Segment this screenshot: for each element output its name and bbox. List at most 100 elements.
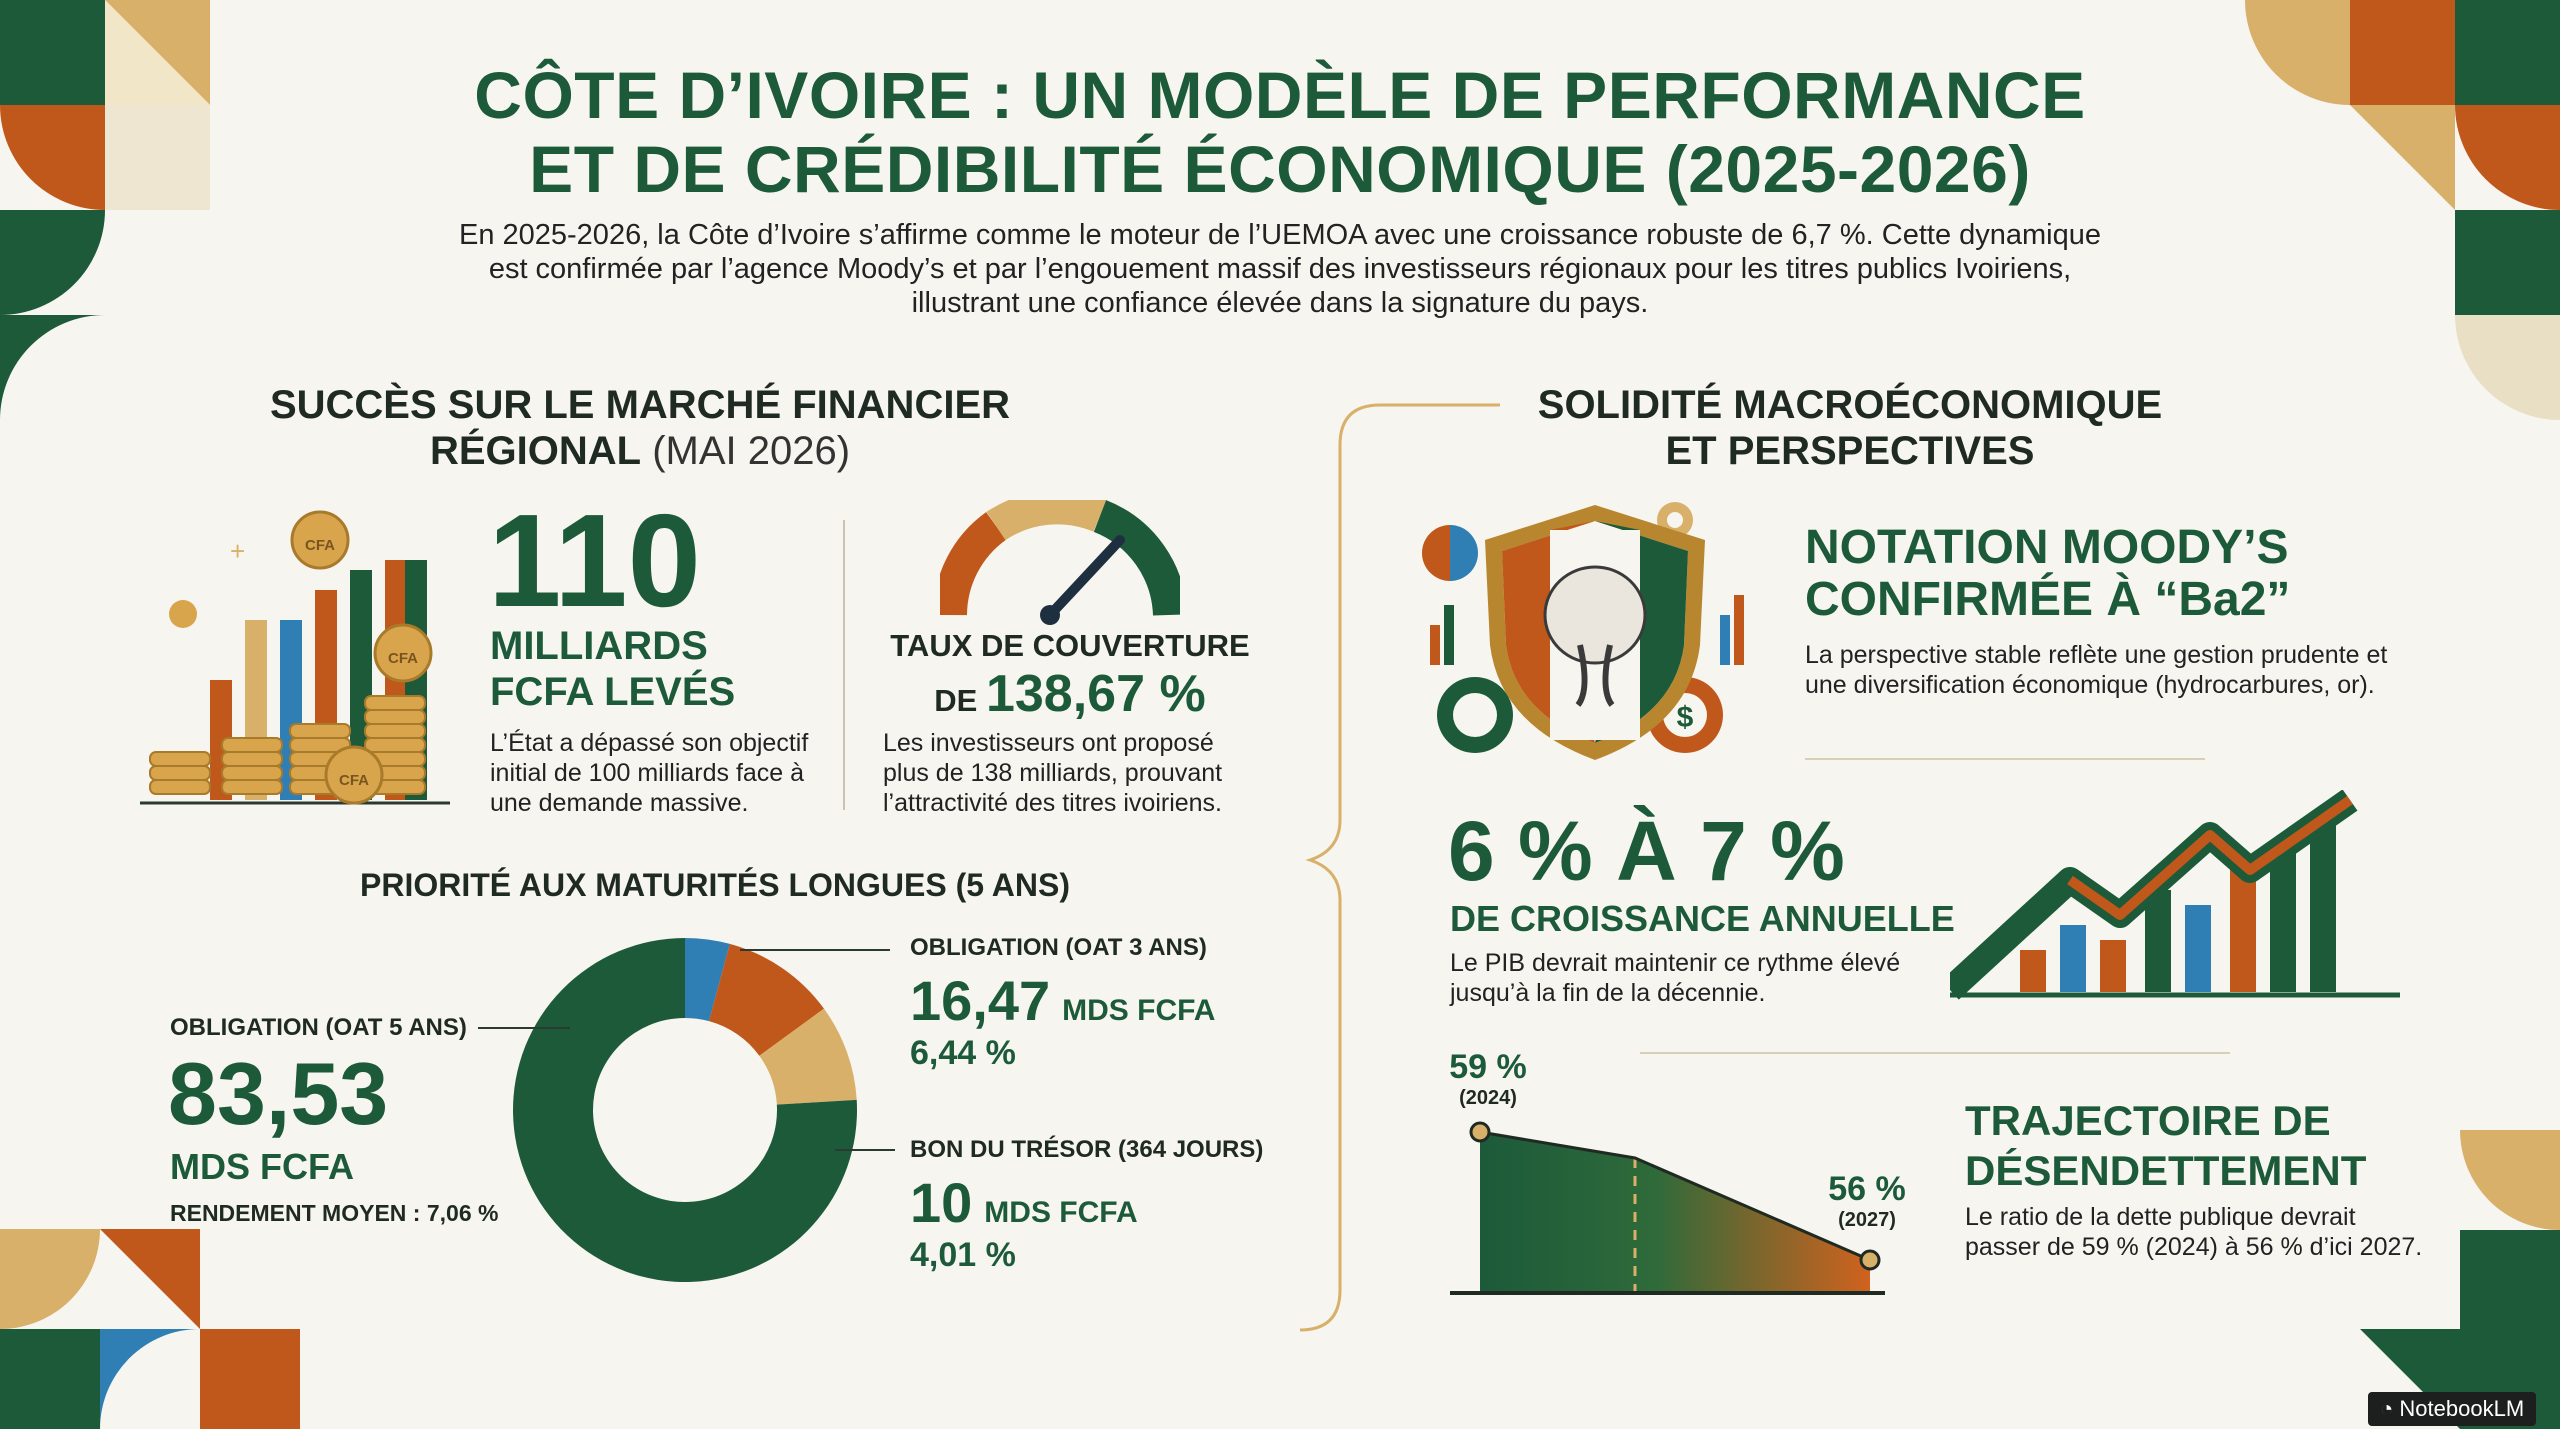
coverage-prefix: DE (934, 683, 986, 718)
right-section-heading: SOLIDITÉ MACROÉCONOMIQUE ET PERSPECTIVES (1450, 382, 2250, 474)
donut-slice-oat3-accent (685, 938, 730, 1022)
page-title: CÔTE D’IVOIRE : UN MODÈLE DE PERFORMANCE… (280, 58, 2280, 206)
debt-description: Le ratio de la dette publique devrait pa… (1965, 1202, 2445, 1262)
left-heading-line-1: SUCCÈS SUR LE MARCHÉ FINANCIER (269, 383, 1011, 427)
notebooklm-badge[interactable]: ◔ NotebookLM (2368, 1392, 2537, 1426)
intro-line-1: En 2025-2026, la Côte d’Ivoire s’affirme… (458, 219, 2102, 251)
notebooklm-icon: ◔ (2380, 1396, 2400, 1421)
oat3-label: OBLIGATION (OAT 3 ANS) (910, 934, 1207, 961)
corner-decoration-top-left (0, 0, 210, 420)
coverage-desc-line-3: l’attractivité des titres ivoiriens. (883, 789, 1223, 817)
bond364-value: 10 (910, 1171, 973, 1234)
title-line-1: CÔTE D’IVOIRE : UN MODÈLE DE PERFORMANCE (474, 58, 2086, 132)
debt-desc-line-1: Le ratio de la dette publique devrait (1965, 1203, 2356, 1231)
donut-slice-oat3 (708, 943, 824, 1056)
section-bracket-divider (1300, 403, 1500, 1332)
coverage-value-line: DE 138,67 % (870, 664, 1270, 724)
growth-description: Le PIB devrait maintenir ce rythme élevé… (1450, 948, 1930, 1008)
coin-label: CFA (388, 650, 418, 667)
intro-text: En 2025-2026, la Côte d’Ivoire s’affirme… (380, 218, 2180, 320)
maturity-donut-chart (513, 938, 857, 1282)
oat5-yield: RENDEMENT MOYEN : 7,06 % (170, 1200, 499, 1226)
right-heading-line-1: SOLIDITÉ MACROÉCONOMIQUE (1537, 383, 2163, 427)
coins-bars-illustration: + CFA CFA (140, 510, 450, 805)
raised-desc-line-3: une demande massive. (490, 789, 749, 817)
raised-label-line-2: FCFA LEVÉS (490, 670, 736, 714)
rating-desc-line-1: La perspective stable reflète une gestio… (1805, 641, 2388, 669)
left-section-heading: SUCCÈS SUR LE MARCHÉ FINANCIER RÉGIONAL … (190, 382, 1090, 474)
corner-decoration-bottom-left (0, 1229, 300, 1429)
maturity-heading: PRIORITÉ AUX MATURITÉS LONGUES (5 ANS) (360, 867, 1070, 903)
debt-title-line-1: TRAJECTOIRE DE (1965, 1097, 2331, 1144)
raised-label: MILLIARDS FCFA LEVÉS (490, 623, 735, 715)
corner-decoration-bottom-right (2360, 1130, 2560, 1429)
bond364-label: BON DU TRÉSOR (364 JOURS) (910, 1136, 1264, 1163)
raised-desc-line-2: initial de 100 milliards face à (490, 759, 805, 787)
coin-label: CFA (339, 772, 369, 789)
coin-label: CFA (305, 537, 335, 554)
raised-desc-line-1: L’État a dépassé son objectif (490, 729, 809, 757)
cfa-coin-2: CFA (373, 623, 433, 683)
left-heading-light: (MAI 2026) (641, 429, 851, 473)
intro-line-2: est confirmée par l’agence Moody’s et pa… (488, 253, 2072, 285)
svg-text:+: + (230, 536, 245, 566)
corner-decoration-top-right (2245, 0, 2560, 420)
raised-description: L’État a dépassé son objectif initial de… (490, 728, 830, 818)
debt-end-year: (2027) (1838, 1209, 1896, 1231)
bond364-value-line: 10 MDS FCFA (910, 1170, 1138, 1235)
title-line-2: ET DE CRÉDIBILITÉ ÉCONOMIQUE (2025-2026) (529, 132, 2031, 206)
oat5-unit: MDS FCFA (170, 1146, 354, 1187)
rating-description: La perspective stable reflète une gestio… (1805, 640, 2505, 700)
cfa-coin-1: CFA (290, 510, 350, 570)
debt-title: TRAJECTOIRE DE DÉSENDETTEMENT (1965, 1096, 2366, 1196)
debt-start-year: (2024) (1459, 1087, 1517, 1109)
left-divider (843, 520, 845, 810)
right-heading-line-2: ET PERSPECTIVES (1665, 429, 2035, 473)
coverage-label: TAUX DE COUVERTURE DE 138,67 % (870, 628, 1270, 724)
debt-trajectory-chart (1450, 1121, 1885, 1295)
rating-title-line-1: NOTATION MOODY’S (1805, 521, 2289, 574)
debt-end-value: 56 % (1828, 1170, 1906, 1208)
debt-end: 56 % (2027) (1817, 1170, 1917, 1232)
intro-line-3: illustrant une confiance élevée dans la … (911, 287, 1649, 319)
oat3-value-line: 16,47 MDS FCFA (910, 968, 1215, 1033)
coverage-value: 138,67 % (985, 665, 1206, 723)
raised-value: 110 (488, 487, 701, 634)
donut-slice-bond364 (759, 1008, 857, 1105)
oat3-unit: MDS FCFA (1062, 994, 1216, 1027)
growth-rule (1640, 1052, 2230, 1054)
svg-text:$: $ (1677, 701, 1694, 734)
coverage-description: Les investisseurs ont proposé plus de 13… (883, 728, 1283, 818)
rating-title-line-2: CONFIRMÉE À “Ba2” (1805, 573, 2291, 626)
debt-start: 59 % (2024) (1448, 1048, 1528, 1110)
shield-elephant-icon: $ (1422, 502, 1744, 760)
coverage-label-line-1: TAUX DE COUVERTURE (890, 628, 1250, 663)
raised-label-line-1: MILLIARDS (490, 624, 708, 668)
bond364-rate: 4,01 % (910, 1236, 1016, 1274)
growth-value: 6 % À 7 % (1448, 804, 1845, 898)
oat5-value: 83,53 (168, 1044, 389, 1143)
donut-slice-oat5 (513, 938, 857, 1282)
notebooklm-brand: NotebookLM (2399, 1396, 2525, 1421)
left-heading-bold: RÉGIONAL (429, 429, 642, 473)
growth-desc-line-2: jusqu’à la fin de la décennie. (1450, 979, 1766, 1007)
growth-desc-line-1: Le PIB devrait maintenir ce rythme élevé (1450, 949, 1901, 977)
rating-title: NOTATION MOODY’S CONFIRMÉE À “Ba2” (1805, 522, 2290, 626)
cfa-coin-3: CFA (324, 745, 384, 805)
debt-desc-line-2: passer de 59 % (2024) à 56 % d’ici 2027. (1965, 1233, 2423, 1261)
gauge-icon (940, 500, 1180, 625)
oat3-rate: 6,44 % (910, 1034, 1016, 1072)
bond364-unit: MDS FCFA (984, 1196, 1138, 1229)
debt-start-value: 59 % (1449, 1048, 1527, 1086)
oat3-value: 16,47 (910, 969, 1051, 1032)
coverage-desc-line-2: plus de 138 milliards, prouvant (883, 759, 1223, 787)
oat5-label: OBLIGATION (OAT 5 ANS) (170, 1014, 467, 1041)
debt-title-line-2: DÉSENDETTEMENT (1965, 1147, 2367, 1194)
growth-label: DE CROISSANCE ANNUELLE (1450, 898, 1955, 939)
coverage-desc-line-1: Les investisseurs ont proposé (883, 729, 1214, 757)
rating-rule (1805, 758, 2205, 760)
leader-lines (478, 949, 895, 1151)
growth-trend-illustration (1950, 790, 2400, 1000)
rating-desc-line-2: une diversification économique (hydrocar… (1805, 671, 2375, 699)
left-heading-line-2: RÉGIONAL (MAI 2026) (190, 428, 1090, 474)
